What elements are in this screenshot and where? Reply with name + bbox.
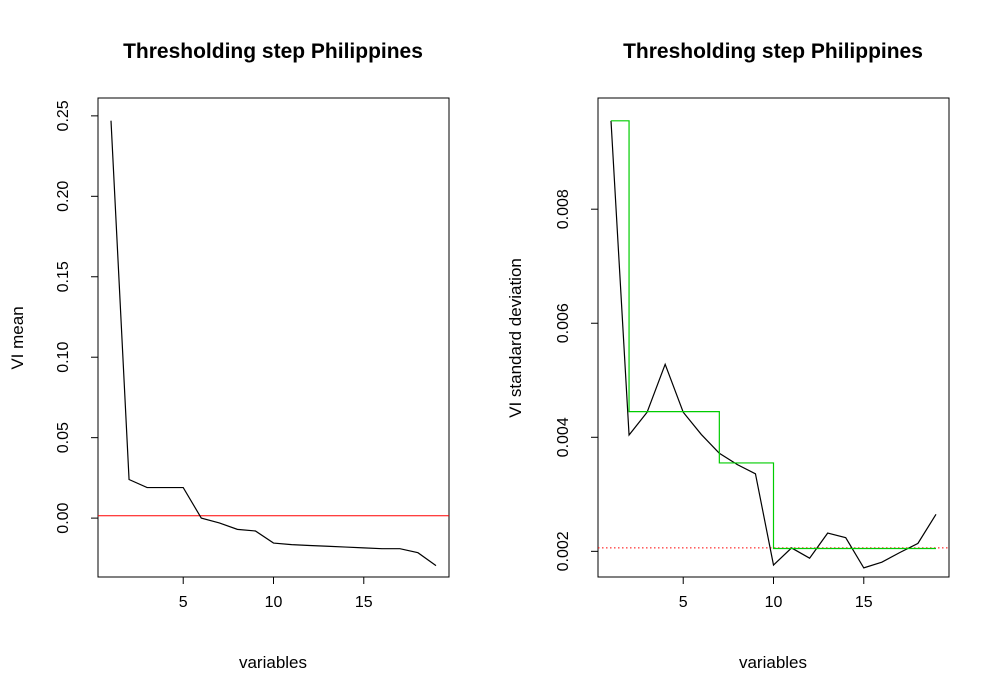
right-series-line-0 [610, 120, 937, 569]
right-x-tick-label: 5 [679, 594, 688, 611]
left-y-tick-label: 0.05 [55, 422, 72, 453]
left-axis-ticks: 5 10 15 0.00 0.05 0.10 0.15 0.20 0.25 [55, 100, 373, 611]
right-plot-panel: Thresholding step Philippines variables … [506, 40, 950, 672]
left-y-tick-label: 0.00 [55, 502, 72, 533]
left-x-tick-label: 10 [265, 594, 283, 611]
right-plot-marks [598, 120, 949, 569]
left-x-tick-label: 5 [179, 594, 188, 611]
right-y-tick-label: 0.004 [555, 417, 572, 457]
right-x-axis-label: variables [739, 653, 807, 672]
left-series-line-0 [110, 120, 437, 567]
left-y-tick-label: 0.25 [55, 100, 72, 131]
right-series-line-1 [611, 120, 936, 550]
left-plot-title: Thresholding step Philippines [123, 40, 423, 63]
left-y-axis-label: VI mean [8, 306, 27, 369]
left-plot-frame [97, 97, 450, 578]
left-y-tick-label: 0.10 [55, 342, 72, 373]
right-x-tick-label: 10 [765, 594, 783, 611]
right-plot-title: Thresholding step Philippines [623, 40, 923, 63]
left-plot-marks [98, 120, 449, 567]
left-x-axis-label: variables [239, 653, 307, 672]
left-x-tick-label: 15 [355, 594, 373, 611]
right-y-tick-label: 0.008 [555, 189, 572, 229]
right-y-tick-label: 0.006 [555, 303, 572, 343]
right-y-tick-label: 0.002 [555, 531, 572, 571]
left-y-tick-label: 0.20 [55, 181, 72, 212]
left-y-tick-label: 0.15 [55, 261, 72, 292]
right-axis-ticks: 5 10 15 0.002 0.004 0.006 0.008 [555, 189, 873, 611]
right-y-axis-label: VI standard deviation [506, 258, 525, 418]
left-plot-panel: Thresholding step Philippines variables … [8, 40, 450, 672]
right-x-tick-label: 15 [855, 594, 873, 611]
